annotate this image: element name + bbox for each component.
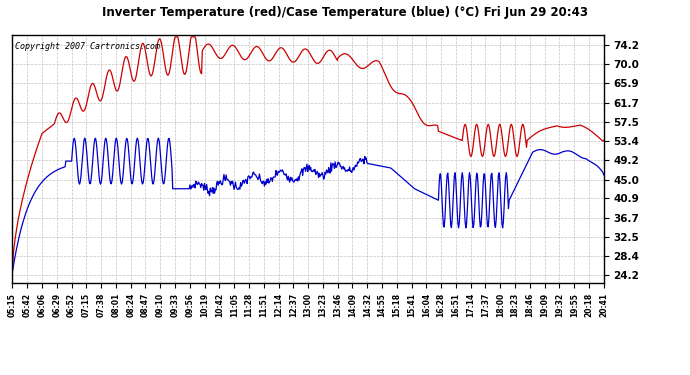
Text: Inverter Temperature (red)/Case Temperature (blue) (°C) Fri Jun 29 20:43: Inverter Temperature (red)/Case Temperat…	[102, 6, 588, 19]
Text: Copyright 2007 Cartronics.com: Copyright 2007 Cartronics.com	[15, 42, 160, 51]
